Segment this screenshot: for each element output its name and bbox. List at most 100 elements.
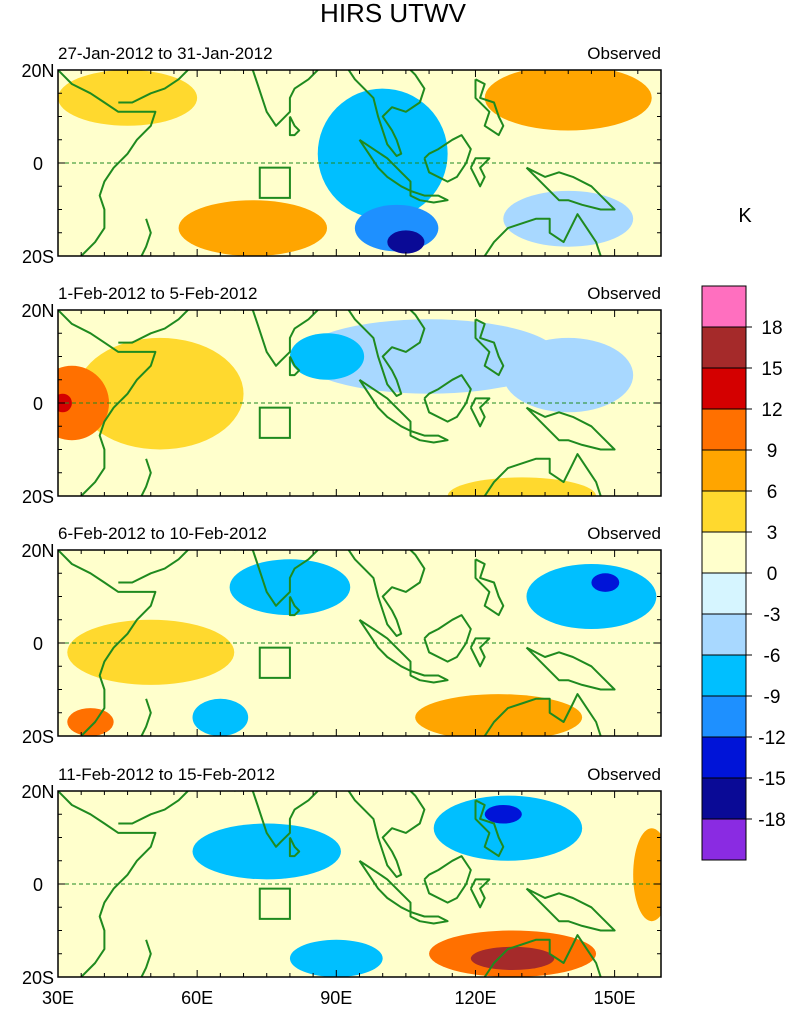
y-tick-label: 20S — [22, 487, 54, 507]
y-tick-label: 0 — [33, 394, 43, 414]
anomaly-region-2 — [289, 939, 383, 977]
y-tick-label: 0 — [33, 634, 43, 654]
coastline-10 — [474, 318, 505, 377]
region-box — [258, 406, 291, 439]
region-box — [258, 646, 291, 679]
panel-4-axes: 20N 0 20S — [21, 782, 662, 988]
panel-4: 11-Feb-2012 to 15-Feb-2012 Observed 20N 0… — [21, 765, 662, 988]
coastline-2 — [118, 70, 189, 104]
anomaly-region-4 — [299, 319, 559, 394]
coastline-12 — [483, 934, 602, 977]
anomaly-region-7 — [470, 946, 555, 971]
coastline-3 — [234, 70, 319, 127]
anomaly-region-4 — [433, 795, 583, 861]
colorbar-swatch — [701, 449, 747, 492]
anomaly-region-2 — [526, 563, 657, 630]
panel-1-coastlines — [58, 70, 661, 256]
y-tick-label: 20N — [21, 301, 54, 321]
panel-1-source-label: Observed — [587, 44, 661, 63]
panel-3-field — [58, 550, 661, 736]
coastline-8 — [423, 374, 472, 423]
coastline-11 — [525, 887, 616, 932]
colorbar-swatch — [701, 531, 747, 574]
colorbar-swatch — [701, 695, 747, 738]
panel-4-coastlines — [58, 791, 661, 977]
anomaly-region-7 — [387, 230, 425, 254]
coastline-5 — [288, 596, 301, 617]
coastline-3 — [234, 791, 319, 848]
coastline-12 — [483, 693, 602, 736]
coastline-7 — [409, 910, 449, 925]
coastline-11 — [525, 166, 616, 211]
y-tick-label: 0 — [33, 875, 43, 895]
region-box — [258, 887, 291, 920]
colorbar-swatch — [701, 326, 747, 369]
panel-2-field — [58, 310, 661, 496]
coastline-12 — [483, 213, 602, 256]
x-tick-label: 120E — [454, 988, 496, 1008]
coastline-1 — [58, 791, 157, 977]
coastline-10 — [474, 799, 505, 858]
anomaly-region-6 — [58, 365, 110, 441]
y-tick-label: 20S — [22, 247, 54, 267]
y-tick-label: 20N — [21, 782, 54, 802]
panel-2-source-label: Observed — [587, 284, 661, 303]
coastline-9 — [469, 397, 491, 428]
colorbar-label: -9 — [764, 687, 781, 708]
panel-2: 1-Feb-2012 to 5-Feb-2012 Observed 20N 0 20… — [21, 284, 662, 507]
coastline-11 — [525, 406, 616, 451]
coastline-7 — [409, 429, 449, 444]
colorbar-swatch — [701, 736, 747, 779]
coastline-11 — [525, 646, 616, 691]
anomaly-region-3 — [415, 694, 583, 736]
coastline-1 — [58, 550, 157, 736]
anomaly-region-5 — [484, 70, 652, 131]
coastline-3 — [234, 310, 319, 367]
coastline-4 — [336, 550, 426, 637]
colorbar-swatch — [701, 572, 747, 615]
panel-2-date-label: 1-Feb-2012 to 5-Feb-2012 — [58, 284, 257, 303]
colorbar-swatch — [701, 285, 747, 328]
coastline-8 — [423, 855, 472, 904]
panel-3-axes: 20N 0 20S — [21, 541, 662, 747]
anomaly-region-6 — [67, 708, 114, 736]
colorbar-unit-label: K — [738, 205, 752, 227]
coastline-13 — [140, 698, 152, 736]
colorbar-label: -12 — [758, 728, 785, 749]
coastline-2 — [118, 791, 189, 825]
colorbar-label: -15 — [758, 769, 785, 790]
panel-4-date-label: 11-Feb-2012 to 15-Feb-2012 — [58, 765, 275, 784]
coastline-1 — [58, 310, 157, 496]
panel-3-source-label: Observed — [587, 524, 661, 543]
y-tick-label: 20S — [22, 727, 54, 747]
coastline-2 — [118, 310, 189, 344]
anomaly-region-3 — [317, 88, 448, 219]
coastline-9 — [469, 878, 491, 909]
panel-3: 6-Feb-2012 to 10-Feb-2012 Observed 20N02… — [21, 524, 662, 747]
coastline-7 — [409, 189, 449, 204]
colorbar-label: 12 — [761, 400, 782, 421]
anomaly-region-4 — [192, 698, 249, 736]
coastline-10 — [474, 78, 505, 137]
y-tick-label: 20S — [22, 968, 54, 988]
colorbar-label: 15 — [761, 359, 782, 380]
panel-3-coastlines — [58, 550, 661, 736]
coastline-5 — [288, 837, 301, 858]
anomaly-region-1 — [633, 828, 661, 922]
colorbar-label: -3 — [764, 605, 781, 626]
coastline-10 — [474, 558, 505, 617]
colorbar-label: 18 — [761, 318, 782, 339]
colorbar-label: 0 — [767, 564, 778, 585]
panel-1-date-label: 27-Jan-2012 to 31-Jan-2012 — [58, 44, 273, 63]
coastline-12 — [483, 453, 602, 496]
panel-1-field — [58, 70, 661, 256]
colorbar-label: 6 — [767, 482, 778, 503]
x-tick-labels: 30E 60E 90E 120E 150E — [42, 988, 636, 1008]
anomaly-region-6 — [484, 804, 522, 824]
coastline-5 — [288, 116, 301, 137]
coastline-9 — [469, 637, 491, 668]
anomaly-region-1 — [58, 70, 198, 126]
y-tick-label: 20N — [21, 61, 54, 81]
coastline-8 — [423, 614, 472, 663]
